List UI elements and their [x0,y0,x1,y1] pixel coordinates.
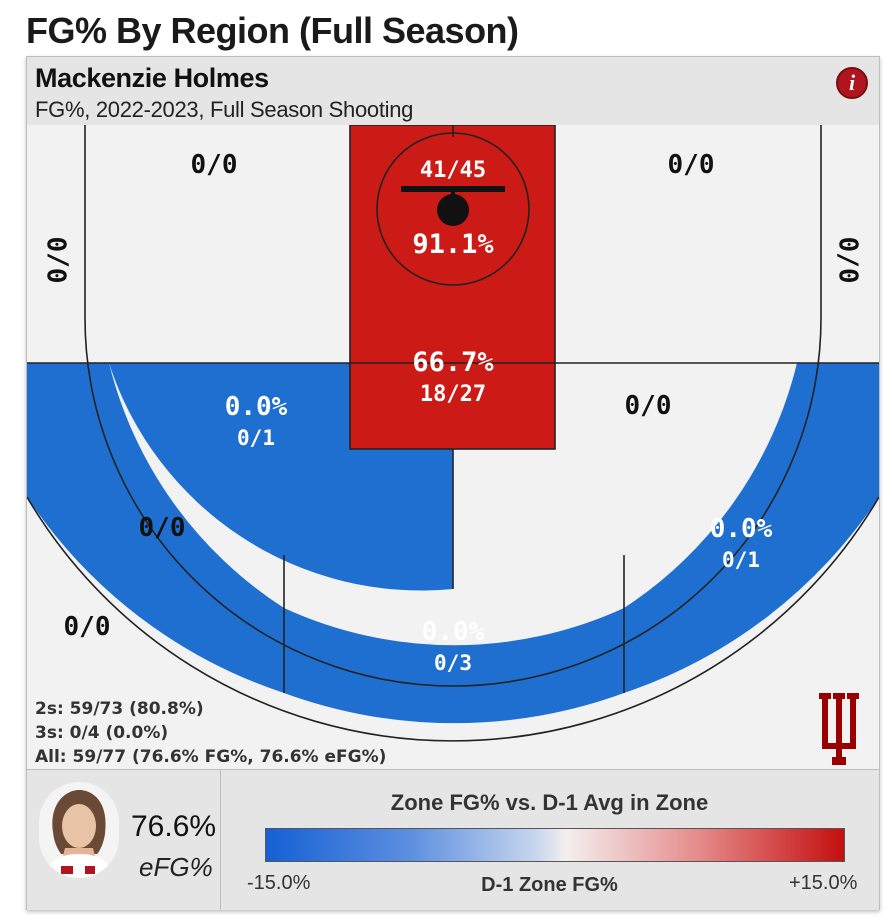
chart-header: Mackenzie Holmes FG%, 2022-2023, Full Se… [27,57,879,125]
label-right-wing-three-fraction: 0/1 [722,548,760,572]
info-icon[interactable]: i [836,67,868,99]
shooting-totals: 2s: 59/73 (80.8%) 3s: 0/4 (0.0%) All: 59… [35,697,386,769]
player-avatar [39,782,119,878]
footer-divider [220,770,221,910]
zone-top-three [284,608,624,724]
label-top-three-fraction: 0/3 [434,651,472,675]
label-corner-left-three: 0/0 [44,237,74,284]
team-logo [819,693,859,765]
label-right-wing-three-pct: 0.0% [710,514,773,544]
chart-subtitle: FG%, 2022-2023, Full Season Shooting [35,97,414,122]
rim-icon [401,186,505,226]
chart-footer: 76.6% eFG% Zone FG% vs. D-1 Avg in Zone … [27,769,879,910]
totals-all: All: 59/77 (76.6% FG%, 76.6% eFG%) [35,747,387,767]
label-corner-right-three: 0/0 [833,237,863,284]
label-right-elbow: 0/0 [625,391,672,421]
label-left-wing-three: 0/0 [64,612,111,642]
legend-max-label: +15.0% [789,872,858,894]
label-right-baseline: 0/0 [668,150,715,180]
shot-chart-card: Mackenzie Holmes FG%, 2022-2023, Full Se… [26,56,880,910]
label-left-baseline: 0/0 [191,150,238,180]
efg-value: 76.6% [131,810,217,843]
legend-title: Zone FG% vs. D-1 Avg in Zone [390,790,709,815]
player-name: Mackenzie Holmes [35,63,269,93]
totals-twos: 2s: 59/73 (80.8%) [35,699,204,719]
zone-left-wing-three [27,363,284,693]
zone-paint [350,125,555,449]
label-left-elbow-fraction: 0/1 [237,426,275,450]
legend-min-label: -15.0% [247,872,311,894]
legend-color-scale [265,828,845,862]
label-paint-fraction: 18/27 [420,382,486,407]
totals-threes: 3s: 0/4 (0.0%) [35,723,169,743]
label-left-elbow-pct: 0.0% [225,392,288,422]
zone-right-wing-three [624,363,879,693]
label-paint-pct: 66.7% [412,347,494,378]
label-ra-fraction: 41/45 [420,158,486,183]
label-top-three-pct: 0.0% [422,617,485,647]
efg-label: eFG% [139,852,213,882]
label-left-wing-mid: 0/0 [139,513,186,543]
page-title: FG% By Region (Full Season) [26,10,519,51]
court-heatmap: 0/0 0/0 0/0 0/0 41/45 91.1% 66.7% 18/27 … [27,125,879,769]
legend-axis-label: D-1 Zone FG% [481,874,618,896]
label-ra-pct: 91.1% [412,229,494,260]
